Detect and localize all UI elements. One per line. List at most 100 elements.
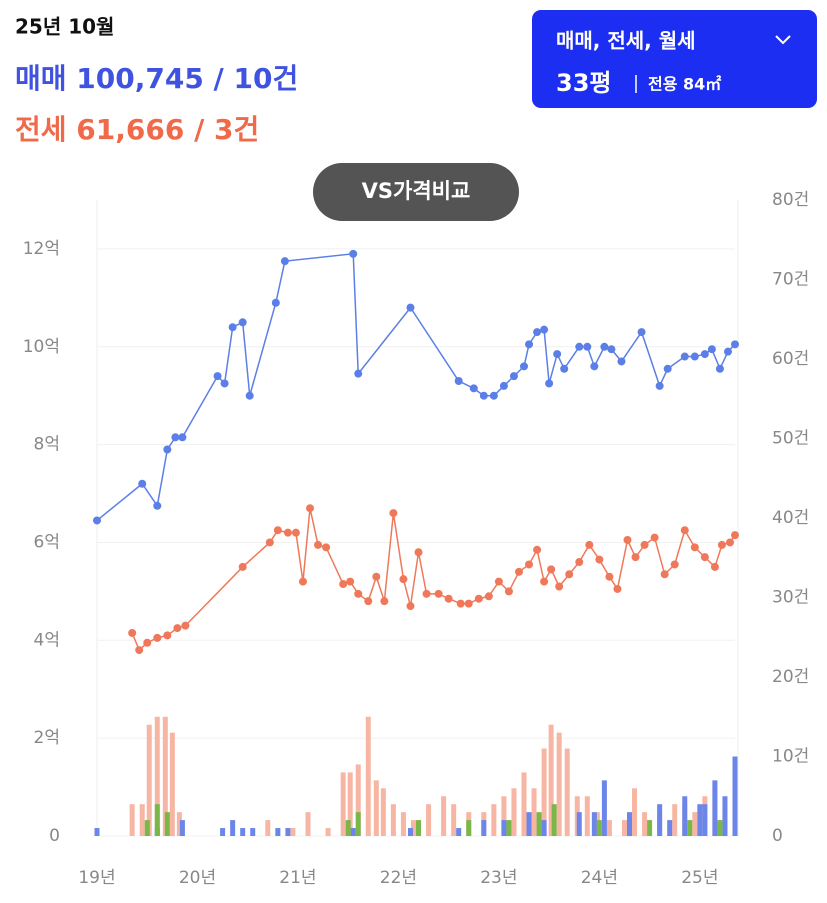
- volume-bar: [355, 812, 361, 836]
- price-point: [525, 560, 534, 569]
- volume-bar: [501, 796, 507, 836]
- volume-bar: [380, 788, 386, 836]
- price-point: [710, 562, 719, 571]
- volume-bar: [501, 820, 507, 836]
- price-point: [650, 533, 659, 542]
- volume-bar: [325, 828, 331, 836]
- volume-bar: [667, 820, 673, 836]
- volume-bar: [365, 716, 371, 836]
- volume-bar: [687, 820, 693, 836]
- compare-button[interactable]: VS가격비교: [313, 163, 519, 221]
- price-point: [434, 589, 443, 598]
- price-point: [680, 526, 689, 535]
- volume-bar: [176, 812, 182, 836]
- price-point: [314, 540, 323, 549]
- price-point: [422, 589, 431, 598]
- volume-bar: [162, 716, 168, 836]
- price-point: [680, 352, 689, 361]
- price-point: [414, 548, 423, 557]
- price-point: [623, 536, 632, 545]
- date: 25년 10월: [15, 15, 114, 39]
- x-tick-label: 25년: [681, 868, 718, 888]
- price-point: [605, 572, 614, 581]
- price-point: [595, 555, 604, 564]
- volume-bar: [702, 804, 708, 836]
- price-point: [494, 577, 503, 586]
- x-tick-label: 23년: [480, 868, 517, 888]
- volume-bar: [400, 812, 406, 836]
- price-point: [565, 570, 574, 579]
- price-point: [655, 381, 664, 390]
- price-point: [220, 379, 229, 388]
- y2-tick-label: 60건: [772, 349, 809, 369]
- compare-bg[interactable]: [313, 163, 519, 221]
- volume-bar: [466, 820, 472, 836]
- price-point: [238, 562, 247, 571]
- price-point: [660, 570, 669, 579]
- price-point: [520, 362, 529, 371]
- price-point: [228, 323, 237, 332]
- y2-tick-label: 40건: [772, 508, 809, 528]
- volume-bar: [144, 820, 150, 836]
- volume-bar: [697, 804, 703, 836]
- compare-label[interactable]: VS가격비교: [362, 179, 471, 203]
- volume-bar: [250, 828, 256, 836]
- price-point: [464, 599, 473, 608]
- volume-bar: [627, 812, 633, 836]
- y-tick-label: 0: [49, 826, 60, 846]
- price-point: [670, 560, 679, 569]
- price-point: [607, 345, 616, 354]
- price-point: [406, 303, 415, 312]
- price-point: [553, 350, 562, 359]
- price-point: [163, 631, 172, 640]
- price-point: [138, 479, 147, 488]
- volume-bar: [94, 828, 100, 836]
- volume-bar: [576, 812, 582, 836]
- price-point: [163, 445, 172, 454]
- y2-tick-label: 0: [772, 826, 783, 846]
- price-point: [306, 504, 315, 513]
- price-point: [298, 577, 307, 586]
- price-point: [499, 381, 508, 390]
- price-point: [640, 540, 649, 549]
- filter-button[interactable]: 매매, 전세, 월세 33평 전용 84㎡: [532, 10, 817, 108]
- price-point: [238, 318, 247, 327]
- filter-size[interactable]: 33평: [556, 69, 611, 97]
- filter-types[interactable]: 매매, 전세, 월세: [556, 29, 696, 53]
- volume-bar: [712, 780, 718, 836]
- volume-bar: [682, 796, 688, 836]
- price-point: [181, 621, 190, 630]
- jeonse-summary: 전세 61,666 / 3건: [15, 113, 259, 146]
- chevron[interactable]: [775, 35, 791, 45]
- price-point: [560, 364, 569, 373]
- x-tick-label: 19년: [78, 868, 115, 888]
- volume-bar: [305, 812, 311, 836]
- price-point: [349, 249, 358, 258]
- volume-bar: [285, 828, 291, 836]
- volume-bar: [350, 828, 356, 836]
- price-point: [514, 567, 523, 576]
- price-point: [583, 342, 592, 351]
- price-point: [354, 369, 363, 378]
- filter-area[interactable]: 전용 84㎡: [648, 75, 721, 94]
- price-point: [354, 589, 363, 598]
- price-point: [723, 347, 732, 356]
- price-point: [613, 584, 622, 593]
- x-tick-label: 21년: [279, 868, 316, 888]
- price-point: [484, 592, 493, 601]
- price-point: [245, 391, 254, 400]
- volume-bar: [340, 772, 346, 836]
- price-point: [731, 340, 739, 349]
- price-point: [509, 372, 518, 381]
- x-tick-label: 24년: [581, 868, 618, 888]
- filter-bg[interactable]: [532, 10, 817, 108]
- price-point: [171, 433, 180, 442]
- volume-bar: [606, 820, 612, 836]
- price-point: [469, 384, 478, 393]
- volume-bar: [536, 812, 542, 836]
- price-point: [273, 526, 282, 535]
- price-point: [265, 538, 274, 547]
- price-point: [372, 572, 381, 581]
- y2-tick-label: 30건: [772, 588, 809, 608]
- price-point: [575, 558, 584, 567]
